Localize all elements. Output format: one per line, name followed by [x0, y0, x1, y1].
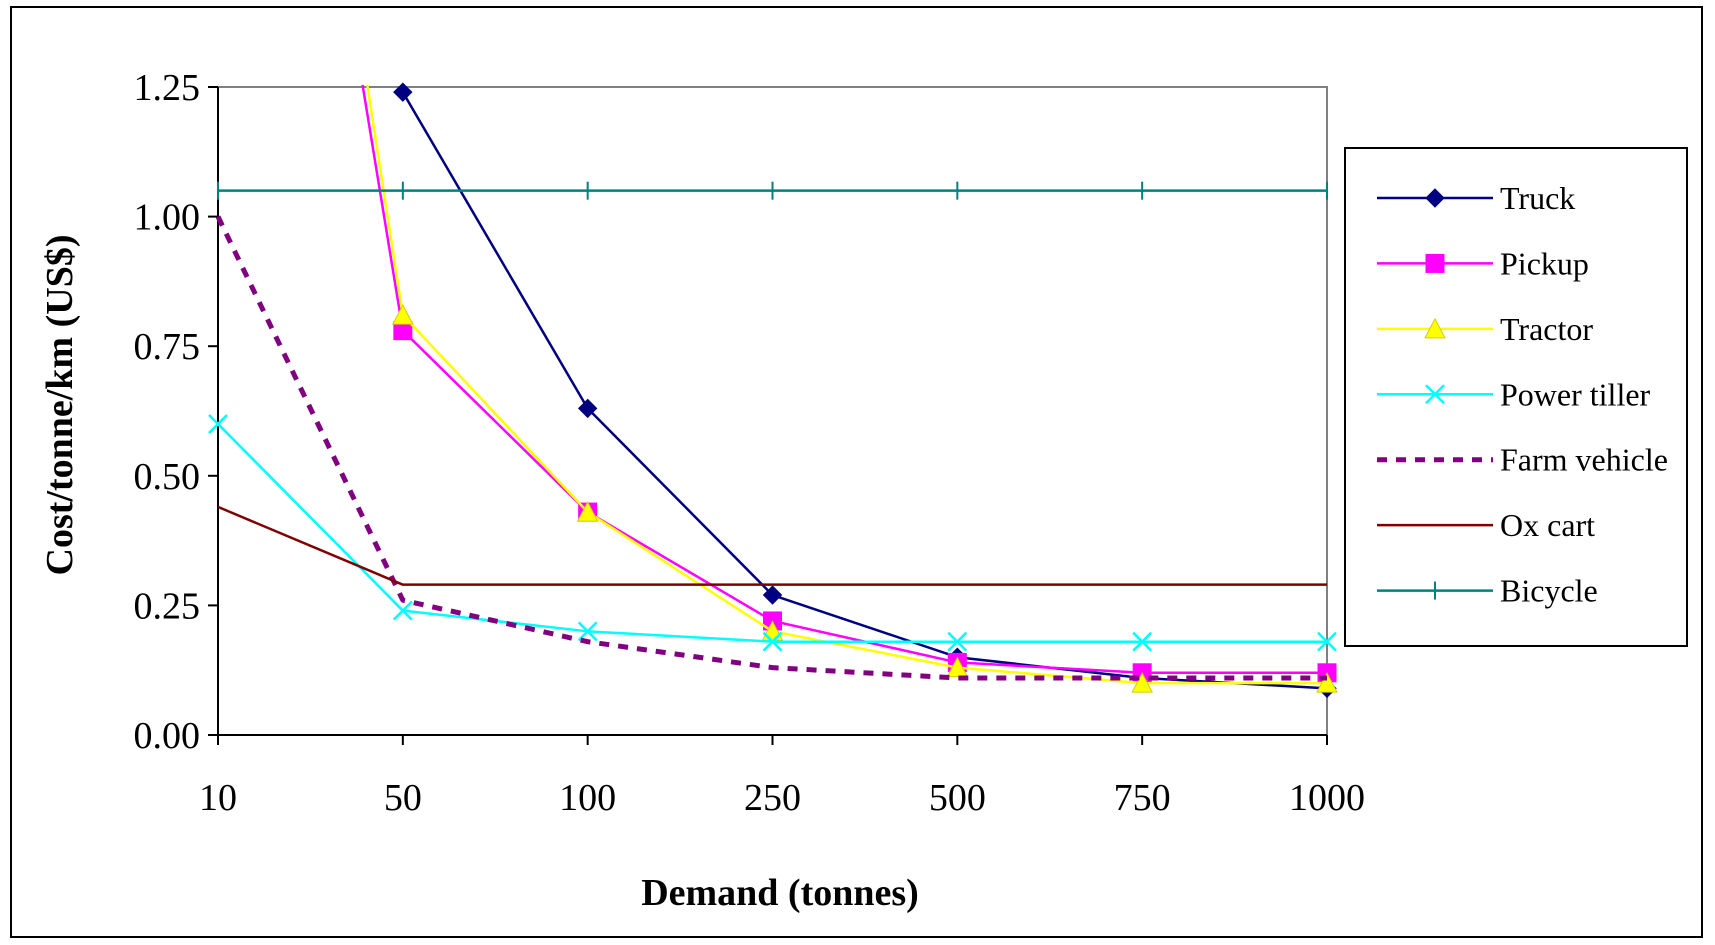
data-point [392, 304, 414, 325]
y-tick-label: 0.00 [134, 715, 201, 757]
x-axis: 10 50 100 250 500 750 1000 [199, 734, 1365, 819]
x-tick-label: 1000 [1289, 777, 1365, 819]
legend-item: Power tiller [1377, 376, 1651, 412]
data-point [208, 414, 228, 434]
data-point [1132, 631, 1153, 652]
legend-label: Pickup [1500, 245, 1589, 281]
x-tick-label: 50 [384, 777, 422, 819]
y-tick-label: 0.25 [134, 585, 201, 627]
series-layer [208, 82, 1338, 699]
y-tick-label: 0.75 [134, 326, 201, 368]
legend-item: Bicycle [1377, 573, 1598, 609]
y-tick-label: 1.00 [134, 197, 201, 239]
data-point [946, 656, 969, 678]
legend-item: Tractor [1377, 311, 1593, 347]
series-farm-vehicle [216, 215, 1327, 681]
x-tick-label: 10 [199, 777, 237, 819]
legend-box [1344, 147, 1688, 647]
data-point [1131, 672, 1153, 693]
series-bicycle [217, 181, 1328, 200]
y-axis-title: Cost/tonne/km (US$) [39, 235, 81, 576]
legend-item: Pickup [1377, 245, 1589, 281]
series-power-tiller [208, 414, 1337, 652]
x-axis-title: Demand (tonnes) [641, 872, 919, 914]
legend-item: Ox cart [1377, 507, 1595, 543]
x-tick-label: 500 [929, 777, 986, 819]
legend-marker [1425, 384, 1445, 405]
series-line [216, 215, 1327, 681]
series-ox-cart [217, 505, 1327, 586]
legend: Truck Pickup Tractor Power tiller Farm vehic… [1344, 147, 1688, 647]
data-point [1317, 631, 1337, 652]
data-point [762, 585, 783, 605]
legend-label: Tractor [1500, 311, 1593, 347]
x-tick-label: 250 [744, 777, 801, 819]
legend-label: Power tiller [1500, 376, 1651, 412]
y-tick-label: 1.25 [134, 67, 201, 109]
data-point [393, 82, 413, 102]
y-axis: 0.00 0.25 0.50 0.75 1.00 1.25 [134, 67, 219, 757]
data-point [1316, 672, 1338, 693]
legend-label: Farm vehicle [1500, 442, 1668, 478]
data-point [577, 621, 598, 642]
data-point [576, 501, 599, 522]
legend-item: Truck [1377, 180, 1575, 216]
data-point [577, 398, 598, 419]
data-point [762, 631, 783, 652]
data-point [392, 600, 413, 621]
legend-marker [1424, 317, 1446, 339]
series-line [217, 505, 1327, 586]
legend-item: Farm vehicle [1377, 442, 1668, 478]
legend-marker [1425, 188, 1445, 208]
legend-marker [1425, 253, 1445, 273]
x-tick-label: 100 [559, 777, 616, 819]
y-tick-label: 0.50 [134, 456, 201, 498]
legend-label: Bicycle [1500, 573, 1598, 609]
legend-label: Ox cart [1500, 507, 1595, 543]
data-point [947, 631, 968, 652]
legend-label: Truck [1500, 180, 1575, 216]
x-tick-label: 750 [1114, 777, 1171, 819]
